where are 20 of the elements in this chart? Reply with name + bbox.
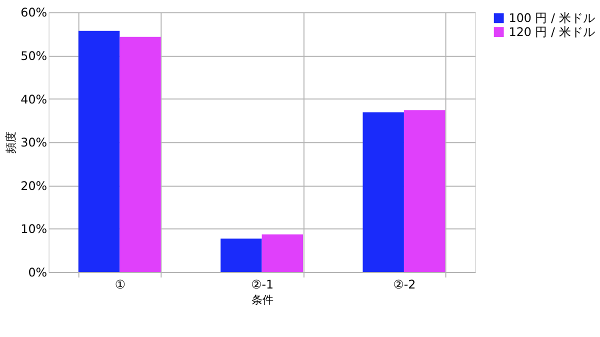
y-tick-label: 60% (20, 6, 48, 20)
bar (78, 30, 120, 272)
legend-label: 120 円 / 米ドル (508, 24, 595, 39)
y-tick-label: 20% (20, 178, 48, 193)
x-tick-label: ②-1 (251, 277, 274, 292)
y-tick-label: 50% (20, 48, 48, 63)
bar (262, 234, 304, 272)
legend-label: 100 円 / 米ドル (508, 11, 595, 26)
bar (362, 112, 404, 272)
y-tick-label: 30% (20, 136, 48, 150)
y-axis-title: 頻度 (4, 132, 18, 154)
y-tick-label: 0% (28, 265, 48, 280)
x-tick-label: ① (114, 277, 126, 292)
y-tick-label: 40% (20, 92, 48, 106)
bar (220, 238, 262, 272)
x-tick-label: ②-2 (393, 277, 416, 292)
y-tick-label: 10% (20, 222, 48, 236)
x-axis-title: 条件 (251, 293, 274, 306)
bar (120, 36, 161, 272)
bar (404, 110, 446, 272)
